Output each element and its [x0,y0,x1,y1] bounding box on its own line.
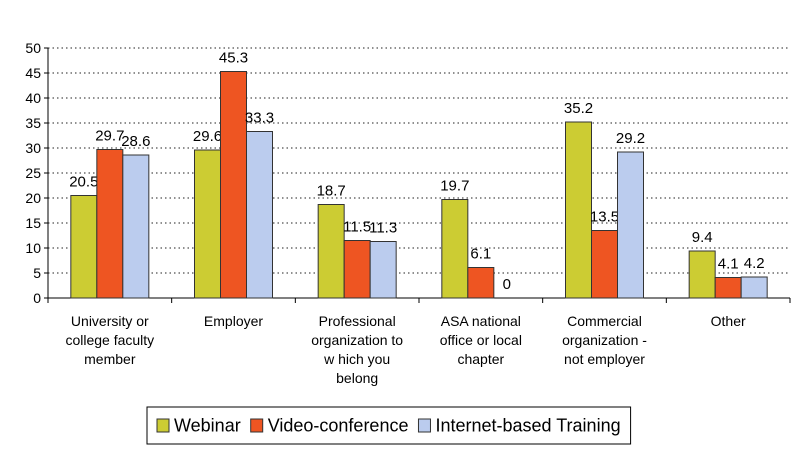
legend-label: Internet-based Training [435,416,620,436]
bar [714,277,742,299]
data-label: 4.1 [718,256,739,273]
y-tick-label: 35 [25,115,41,131]
y-tick-label: 15 [25,215,41,231]
y-tick-label: 10 [25,240,41,256]
y-tick-label: 5 [33,265,41,281]
data-label: 0 [503,276,511,293]
bar [194,149,221,299]
y-tick-label: 20 [25,190,41,206]
y-tick-label: 50 [25,40,41,56]
bar [688,250,716,299]
bar [122,154,150,299]
legend-swatch [417,418,431,433]
y-tick-label: 45 [25,65,41,81]
data-label: 33.3 [245,110,274,127]
bar [617,151,644,299]
bar [467,267,495,299]
data-label: 29.7 [95,128,124,145]
data-label: 18.7 [317,183,346,200]
bar [591,230,618,299]
bar [343,240,371,299]
data-label: 20.5 [69,174,98,191]
data-label: 4.2 [744,255,765,272]
bar [740,276,768,299]
data-label: 11.5 [343,219,371,236]
data-label: 29.2 [616,130,645,147]
bar [246,131,273,299]
legend-box [146,406,632,445]
data-label: 19.7 [440,178,469,195]
x-category-label: Other [711,313,746,329]
x-category-label: Commercial organization -not employer [562,313,647,367]
x-category-label: ASA national office or local chapter [440,313,522,367]
bar [220,71,247,299]
y-tick-label: 30 [25,140,41,156]
bar [317,204,345,299]
data-label: 11.3 [369,220,397,237]
x-category-label: Employer [204,313,263,329]
bar [441,199,469,299]
bar [96,149,124,299]
data-label: 28.6 [121,133,150,150]
data-label: 29.6 [193,128,222,145]
data-label: 9.4 [692,229,713,246]
y-tick-label: 25 [25,165,41,181]
legend-label: Webinar [174,416,241,436]
x-category-label: Professional organization to w hich you bel… [311,313,403,386]
data-label: 45.3 [219,50,248,67]
bar [565,121,592,299]
y-tick-label: 40 [25,90,41,106]
data-label: 35.2 [564,100,593,117]
y-tick-label: 0 [33,290,41,306]
data-label: 13.5 [590,209,619,226]
legend-swatch [250,418,264,433]
bar [70,195,98,299]
bar [369,241,397,299]
data-label: 6.1 [470,246,491,263]
x-category-label: University or college faculty member [65,313,154,367]
legend-swatch [156,418,170,433]
legend-label: Video-conference [268,416,409,436]
